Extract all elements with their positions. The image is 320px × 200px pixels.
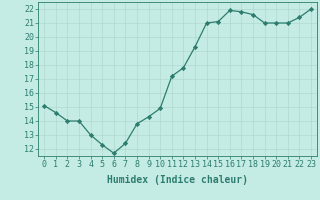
X-axis label: Humidex (Indice chaleur): Humidex (Indice chaleur) xyxy=(107,175,248,185)
